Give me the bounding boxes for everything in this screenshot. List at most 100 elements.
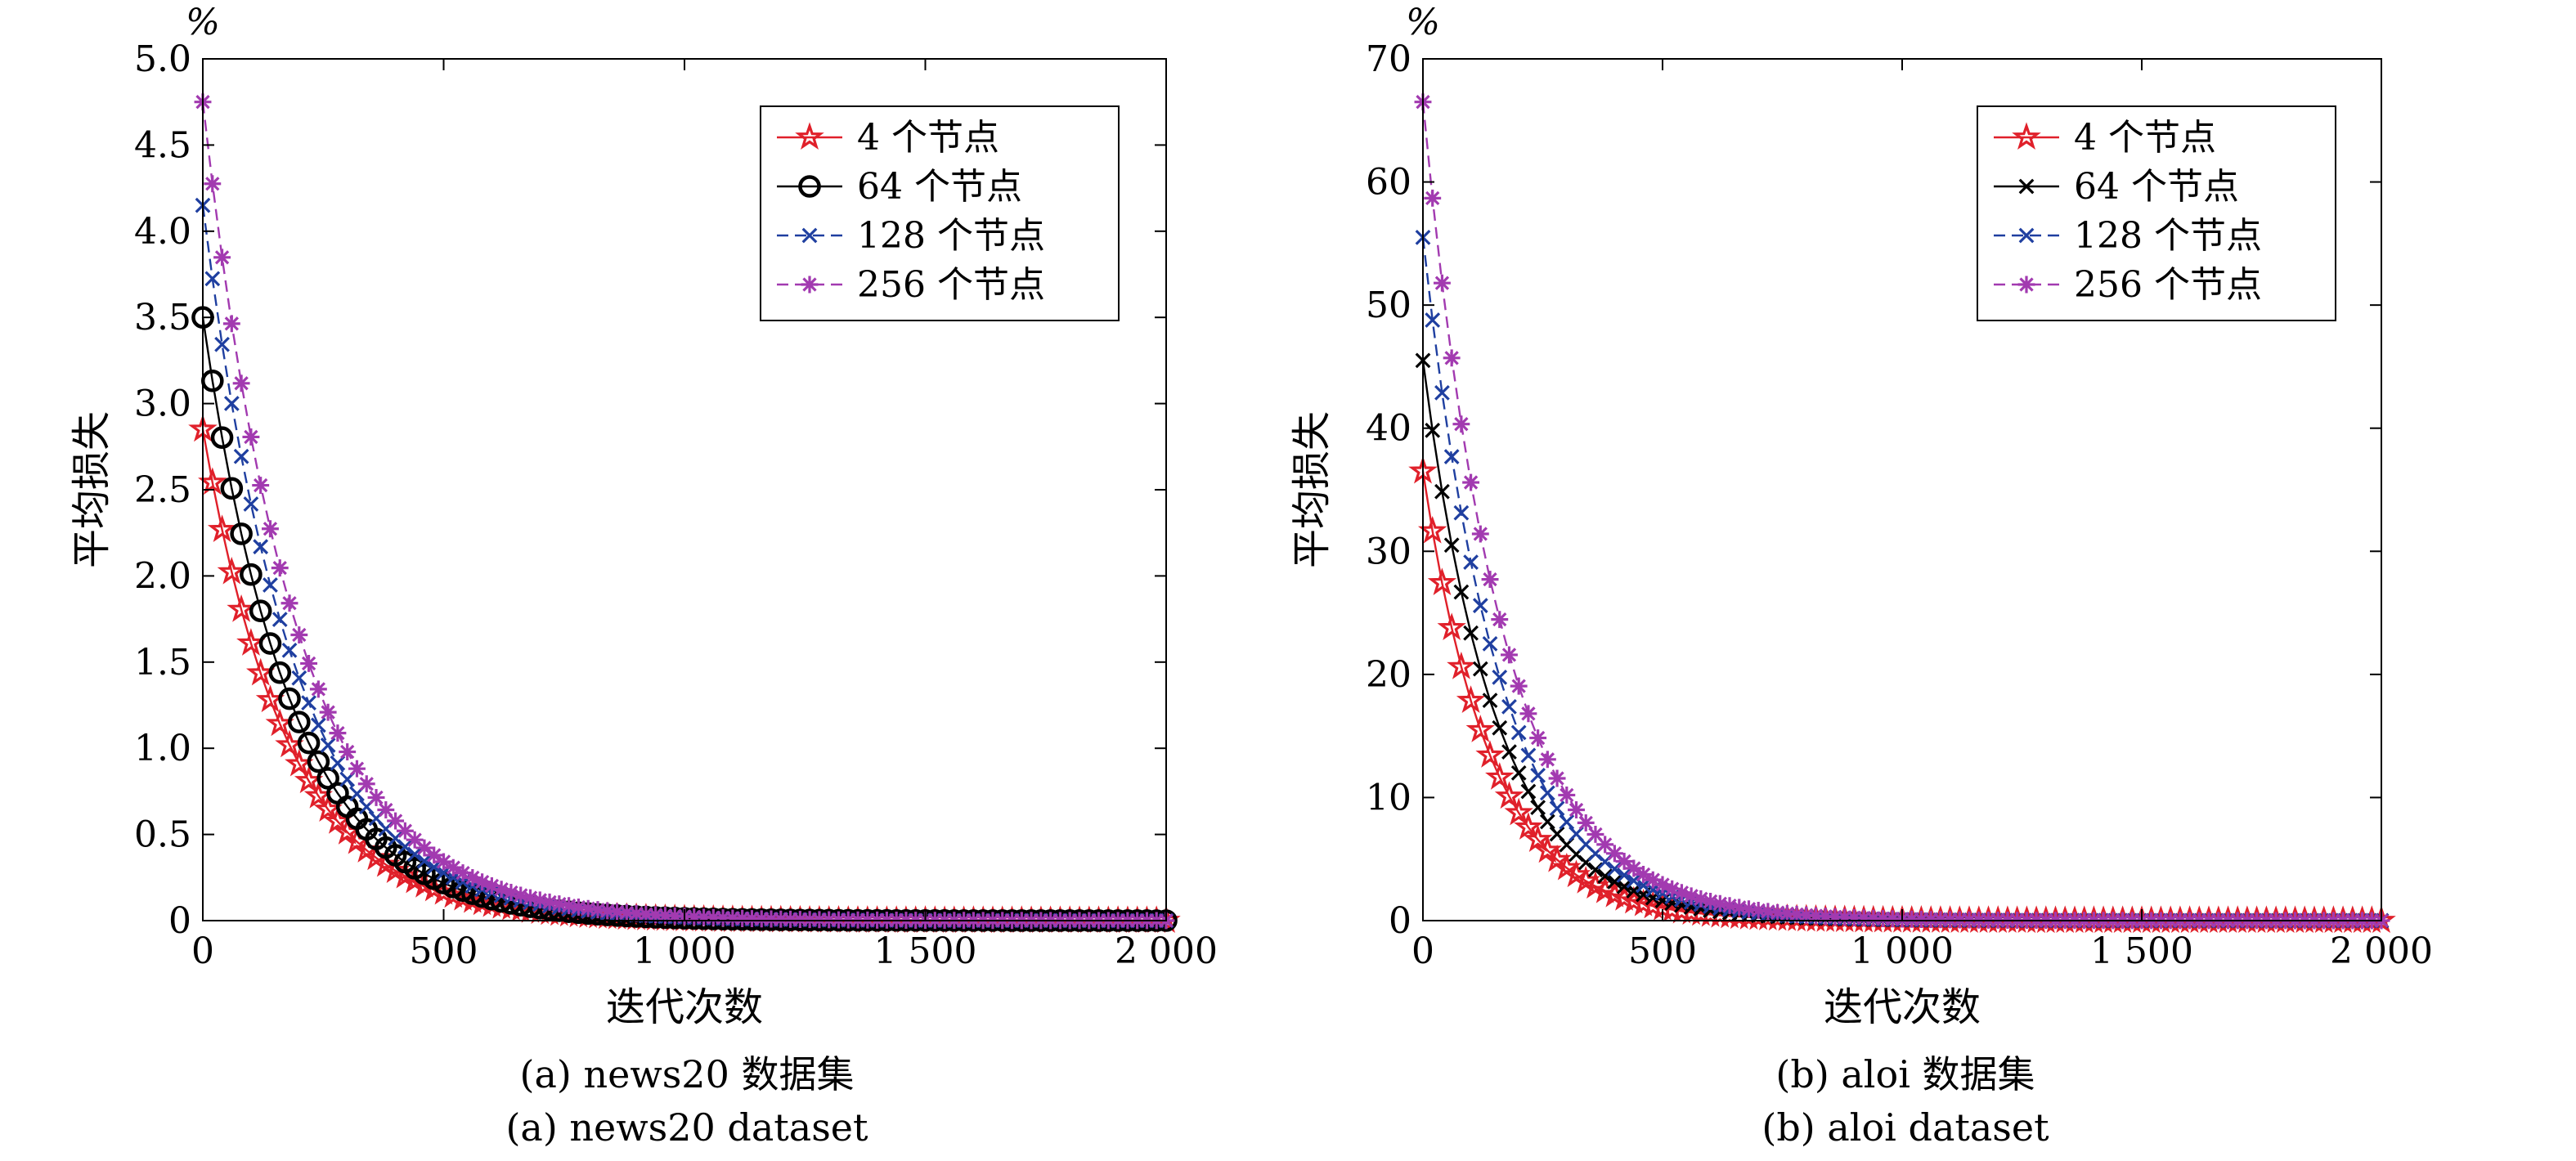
panel-a-series-2-point-22: [406, 846, 423, 863]
panel-b-series-3-point-16: [1568, 801, 1585, 818]
panel-a-series-0-point-2: [207, 514, 237, 543]
panel-b-series-1-point-12: [1530, 800, 1546, 816]
panel-a-y-tick-label-4: 2.0: [134, 555, 191, 597]
panel-a-series-3-point-64: [810, 911, 828, 929]
panel-a-y-tick-label-3: 1.5: [134, 642, 191, 684]
panel-a-x-tick-label-3: 1 500: [874, 930, 977, 972]
panel-b-series-0-point-10: [1504, 797, 1533, 826]
panel-b-y-tick-label-0: 0: [1389, 900, 1411, 942]
panel-a-y-tick-label-2: 1.0: [134, 728, 191, 769]
panel-a-series-3-point-40: [579, 899, 597, 917]
panel-a-series-2-point-11: [301, 695, 316, 711]
panel-b-series-0-point-5: [1456, 685, 1486, 714]
panel-b-series-1-point-11: [1520, 783, 1537, 800]
panel-b-legend-label-3: 256 个节点: [2074, 264, 2262, 306]
panel-a-series-1-point-12: [307, 750, 330, 773]
panel-b-series-3-point-22: [1625, 859, 1643, 877]
panel-a-x-tick-label-4: 2 000: [1115, 930, 1218, 972]
panel-a-series-3-point-14: [329, 724, 347, 742]
panel-a-y-tick-label-8: 4.0: [134, 211, 191, 253]
panel-b-series-3-point-9: [1501, 646, 1518, 664]
panel-b-legend: 4 个节点 64 个节点 128 个节点 256 个节点: [1977, 105, 2336, 321]
panel-a-series-2-point-21: [397, 839, 413, 855]
panel-a-series-3-point-12: [309, 680, 327, 698]
panel-b-x-axis-label: 迭代次数: [1824, 984, 1981, 1030]
panel-b-series-2-point-6: [1472, 598, 1488, 614]
panel-a-series-1-point-2: [210, 426, 234, 450]
panel-b-series-2-point-22: [1626, 872, 1642, 889]
panel-a-series-3-point-10: [290, 626, 308, 643]
panel-b-y-tick-label-7: 70: [1366, 38, 1411, 80]
panel-a-series-3-point-39: [569, 899, 587, 916]
panel-b-series-2-point-20: [1607, 861, 1622, 877]
panel-a-series-2-point-7: [263, 577, 278, 593]
panel-b-series-2-point-2: [1434, 385, 1450, 401]
panel-b-series-2-point-15: [1559, 814, 1575, 830]
panel-b-series-3-point-29: [1692, 890, 1710, 908]
panel-b-series-3-point-53: [1922, 911, 1940, 929]
panel-a-series-3-point-20: [387, 812, 405, 830]
panel-b-series-2-point-13: [1539, 785, 1555, 801]
panel-a-series-3-point-5: [242, 428, 260, 446]
panel-b-caption-en: (b) aloi dataset: [1761, 1105, 2049, 1150]
panel-b-series-2-point-3: [1443, 449, 1460, 464]
panel-a-series-2-point-12: [310, 717, 326, 733]
panel-a-x-tick-label-2: 1 000: [633, 930, 736, 972]
panel-b-series-2-point-14: [1549, 800, 1565, 817]
panel-a-series-0-point-5: [236, 628, 266, 656]
panel-b-series-3-point-39: [1788, 905, 1806, 923]
panel-a-series-0-point-12: [303, 780, 333, 809]
panel-a-series-3-point-11: [300, 654, 318, 672]
panel-a-y-tick-label-7: 3.5: [134, 297, 191, 338]
panel-b-series-2-point-1: [1425, 312, 1441, 328]
panel-b-series-1: [1415, 352, 2390, 929]
panel-b: 0 10 20 30 40 50 60 70 0 500 1 000 1 500 2 000 迭代次数 平均…: [1289, 2, 2433, 1030]
panel-b-series-3-point-49: [1883, 910, 1901, 928]
panel-b-series-2-point-5: [1463, 554, 1479, 571]
panel-b-series-3-point-47: [1865, 909, 1883, 927]
panel-a-series-3-point-27: [454, 864, 472, 882]
panel-b-series-1-point-13: [1539, 814, 1555, 830]
panel-a-series-2-point-5: [243, 496, 259, 512]
panel-b-series-3-point-45: [1845, 908, 1863, 926]
panel-a-series-3-point-47: [647, 906, 665, 924]
panel-a-series-3-point-37: [550, 895, 568, 913]
panel-b-series-0-point-6: [1465, 715, 1495, 742]
panel-a-series-3-point-60: [772, 910, 790, 928]
panel-a-series-3-point-36: [541, 893, 559, 911]
panel-a-series-3-point-21: [396, 822, 414, 840]
panel-b-series-3-point-38: [1778, 904, 1796, 922]
panel-b-series-3-point-23: [1635, 866, 1653, 883]
panel-b-y-tick-label-1: 10: [1366, 777, 1411, 818]
panel-a-x-tick-label-0: 0: [191, 930, 214, 972]
panel-b-y-tick-label-4: 40: [1366, 408, 1411, 450]
panel-a-x-tick-label-1: 500: [410, 930, 478, 972]
panel-b-series-2-point-4: [1453, 504, 1470, 521]
panel-b-series-3-point-40: [1797, 906, 1815, 924]
panel-a-series-0-point-4: [227, 594, 256, 622]
panel-a-series-3-point-30: [482, 876, 500, 894]
panel-a-series-3-point-35: [531, 891, 549, 909]
panel-a-series-2-point-3: [223, 396, 240, 411]
panel-b-series-3-point-43: [1826, 908, 1844, 926]
panel-b-series-3-point-46: [1855, 909, 1873, 927]
panel-a-y-tick-label-10: 5.0: [134, 38, 191, 80]
panel-b-series-3-point-31: [1711, 894, 1729, 912]
panel-a-series-3-point-29: [473, 873, 491, 891]
panel-a-series-0-point-1: [198, 467, 227, 495]
panel-a-series-3-point-59: [762, 910, 780, 928]
panel-a-y-tick-label-0: 0: [168, 900, 191, 942]
panel-b-series-3-point-35: [1749, 901, 1767, 919]
panel-b-series-3-point-5: [1462, 473, 1480, 491]
panel-b-series-0-point-13: [1533, 835, 1563, 863]
panel-b-series-3-point-28: [1682, 887, 1700, 905]
panel-a-series-3-point-26: [444, 858, 462, 876]
panel-a-series-1-point-6: [249, 599, 272, 623]
panel-b-x-tick-label-0: 0: [1411, 930, 1434, 972]
panel-a-series-3-point-7: [262, 520, 279, 538]
panel-a-series-2-point-8: [272, 612, 288, 627]
panel-a-series-3-point-55: [724, 909, 742, 927]
panel-b-caption-cn: (b) aloi 数据集: [1775, 1052, 2035, 1096]
panel-b-series-2: [1415, 229, 2390, 929]
panel-a-series-2-point-6: [253, 539, 269, 555]
